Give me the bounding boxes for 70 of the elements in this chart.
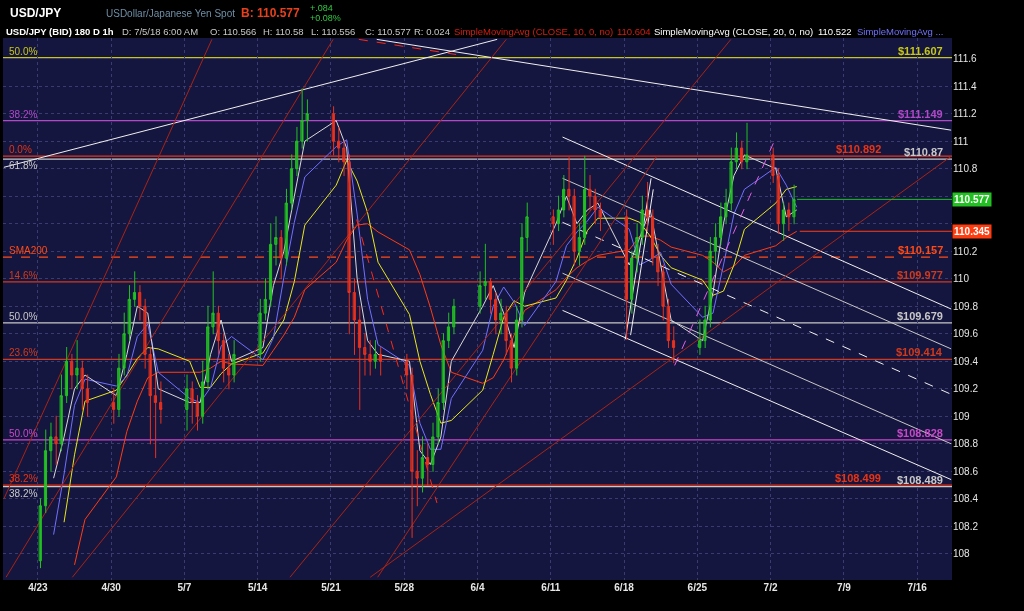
ref-line-label: $111.149 (898, 108, 943, 120)
text: L: 110.556 (311, 26, 356, 37)
text: 110.522 (818, 26, 852, 37)
x-tick-label: 4/23 (28, 582, 49, 593)
x-tick-label: 6/25 (687, 582, 708, 593)
text: USD/JPY (BID) 180 D 1h (6, 26, 114, 37)
annotation: 110.577 (954, 194, 991, 205)
annotation: 38.2% (9, 473, 38, 484)
x-tick-label: 5/14 (247, 582, 268, 593)
ref-line-label: $109.414 (896, 346, 943, 358)
annotation: 0.0% (9, 144, 32, 155)
text: R: 0.024 (414, 26, 450, 37)
ref-line-label: $111.607 (898, 45, 943, 57)
y-tick-label: 108 (953, 548, 971, 560)
annotation: 38.2% (9, 109, 38, 120)
y-tick-label: 109.8 (953, 300, 979, 312)
annotation: 50.0% (9, 46, 38, 57)
y-tick-label: 108.6 (953, 465, 979, 477)
ref-line-label: $109.679 (897, 310, 943, 322)
text: D: 7/5/18 6:00 AM (122, 26, 199, 37)
annotation: 23.6% (9, 347, 38, 358)
y-tick-label: 110.2 (953, 245, 978, 257)
chart-title: USD/JPY (10, 6, 62, 21)
text: O: 110.566 (210, 26, 257, 37)
text: C: 110.577 (365, 26, 411, 37)
x-tick-label: 7/9 (836, 582, 852, 593)
y-tick-label: 108.4 (953, 493, 979, 505)
text: +.084 (310, 3, 333, 13)
y-tick-label: 111.2 (953, 108, 977, 120)
ref-line-label: $108.499 (835, 472, 881, 484)
annotation: 14.6% (9, 270, 38, 281)
x-tick-label: 6/11 (541, 582, 561, 593)
annotation: 50.0% (9, 428, 38, 439)
text: SimpleMovingAvg (CLOSE, 20, 0, no) (654, 26, 814, 37)
ref-line-label: $110.157 (898, 244, 944, 256)
y-tick-label: 110.8 (953, 163, 978, 175)
text: SimpleMovingAvg (CLOSE, 10, 0, no) (454, 26, 614, 37)
annotation: 110.345 (954, 226, 991, 237)
text: 110.604 (617, 26, 651, 37)
annotation: 38.2% (9, 488, 38, 499)
text: +0.08% (310, 13, 341, 23)
x-tick-label: 7/2 (763, 582, 778, 593)
x-tick-label: 7/16 (907, 582, 928, 593)
y-tick-label: 109.6 (953, 328, 979, 340)
y-tick-label: 109.4 (953, 355, 979, 367)
y-tick-label: 108.8 (953, 438, 979, 450)
y-tick-label: 111.4 (953, 80, 977, 92)
ref-line-label: $108.489 (897, 474, 943, 486)
y-tick-label: 109.2 (953, 383, 979, 395)
y-tick-label: 109 (953, 410, 971, 422)
x-tick-label: 6/4 (470, 582, 485, 593)
text: B: 110.577 (241, 6, 301, 20)
y-tick-label: 111.6 (953, 53, 977, 65)
annotation: SMA200 (9, 245, 48, 256)
annotation: 50.0% (9, 311, 38, 322)
x-tick-label: 5/21 (321, 582, 342, 593)
y-tick-label: 110 (953, 273, 970, 285)
y-tick-label: 111 (953, 135, 969, 147)
ref-line-label: $110.892 (836, 143, 882, 155)
annotation: 61.8% (9, 160, 38, 171)
y-tick-label: 108.2 (953, 520, 979, 532)
x-tick-label: 5/28 (394, 582, 415, 593)
chart-subtitle: USDollar/Japanese Yen Spot (106, 8, 236, 19)
text: SimpleMovingAvg ... (857, 26, 944, 37)
ref-line-label: $110.87 (904, 146, 944, 158)
ref-line-label: $109.977 (897, 269, 943, 281)
x-tick-label: 4/30 (101, 582, 122, 593)
x-tick-label: 5/7 (177, 582, 192, 593)
text: H: 110.58 (263, 26, 304, 37)
x-tick-label: 6/18 (614, 582, 635, 593)
